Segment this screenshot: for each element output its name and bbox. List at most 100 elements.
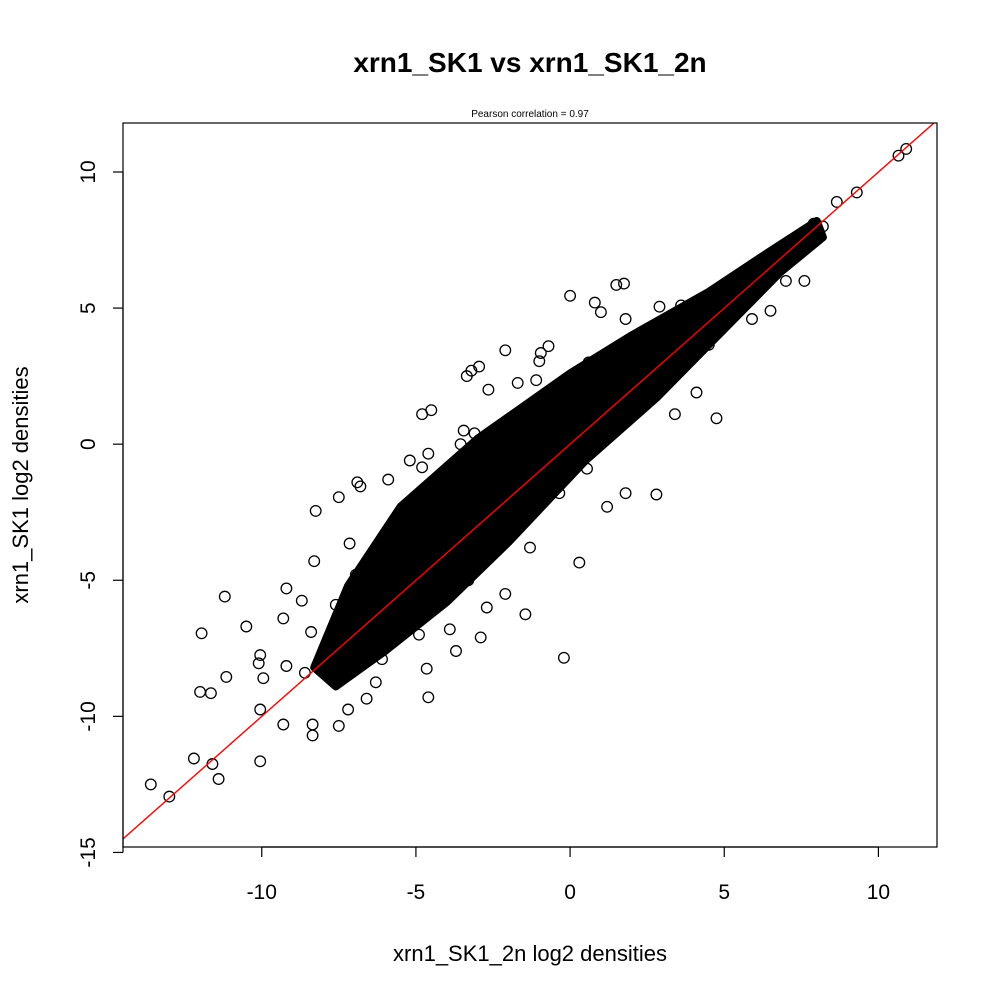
data-point <box>650 488 663 501</box>
data-point <box>254 703 267 716</box>
data-point <box>305 626 318 638</box>
data-point <box>413 628 425 641</box>
data-point <box>798 274 811 287</box>
data-point <box>850 186 863 199</box>
data-point <box>702 338 715 351</box>
data-point <box>343 537 356 550</box>
data-point <box>257 672 270 685</box>
data-point <box>360 692 373 705</box>
data-point <box>195 627 208 640</box>
data-point <box>354 480 367 493</box>
data-point <box>351 476 364 489</box>
dense-point-cloud <box>310 217 827 691</box>
data-point <box>752 269 765 282</box>
data-point <box>306 729 319 742</box>
data-point <box>450 645 462 657</box>
data-point <box>524 541 536 554</box>
data-point <box>422 691 435 704</box>
data-point <box>764 304 777 317</box>
data-point <box>482 383 495 396</box>
data-points <box>144 142 913 803</box>
data-point <box>376 653 388 666</box>
data-point <box>220 670 233 683</box>
data-point <box>727 302 740 315</box>
data-point <box>638 326 651 339</box>
data-point <box>144 778 157 791</box>
data-point <box>369 676 382 689</box>
data-point <box>830 195 843 208</box>
data-point <box>306 718 319 731</box>
data-point <box>163 790 176 803</box>
data-point <box>187 752 200 765</box>
data-point <box>382 473 395 486</box>
data-point <box>553 487 566 500</box>
data-point <box>332 491 345 504</box>
data-point <box>349 568 362 581</box>
data-point <box>397 609 410 622</box>
data-point <box>631 381 644 393</box>
x-tick-label: -10 <box>247 881 277 904</box>
data-point <box>480 601 493 614</box>
data-point <box>588 296 601 309</box>
data-point <box>900 142 913 155</box>
data-point <box>454 438 467 451</box>
data-point <box>542 340 555 353</box>
data-point <box>298 666 311 679</box>
data-point <box>581 462 593 475</box>
data-point <box>610 278 623 291</box>
data-point <box>416 461 429 474</box>
data-point <box>443 623 456 636</box>
data-point <box>473 360 486 373</box>
data-point <box>403 454 416 467</box>
chart-subtitle: Pearson correlation = 0.97 <box>471 109 589 120</box>
data-point <box>619 487 632 500</box>
y-axis-label: xrn1_SK1 log2 densities <box>8 366 33 603</box>
data-point <box>653 300 666 313</box>
data-point <box>710 412 723 425</box>
data-point <box>564 289 577 302</box>
data-point <box>400 532 413 545</box>
data-point <box>746 313 758 325</box>
data-point <box>779 274 792 287</box>
data-point <box>295 594 308 607</box>
data-point <box>218 590 231 603</box>
data-point <box>468 427 481 440</box>
x-tick-label: 0 <box>564 881 576 904</box>
data-point <box>204 687 217 700</box>
y-axis: -15 -10 -5 0 5 10 <box>77 160 124 868</box>
data-point <box>457 424 470 437</box>
chart-title: xrn1_SK1 vs xrn1_SK1_2n <box>353 47 706 78</box>
data-point <box>786 239 799 252</box>
data-point <box>325 665 338 678</box>
x-tick-label: -5 <box>407 881 426 904</box>
y-tick-label: 5 <box>77 302 100 314</box>
data-point <box>619 313 632 325</box>
data-point <box>254 755 267 768</box>
data-point <box>594 306 607 319</box>
x-axis-label: xrn1_SK1_2n log2 densities <box>393 941 667 966</box>
data-point <box>309 504 322 517</box>
data-point <box>332 719 345 732</box>
data-point <box>425 404 438 417</box>
data-point <box>462 574 475 587</box>
data-point <box>601 500 614 513</box>
y-tick-label: 10 <box>77 160 100 183</box>
data-point <box>212 773 225 785</box>
data-point <box>342 703 355 716</box>
y-tick-label: -5 <box>77 571 100 590</box>
y-tick-label: 0 <box>77 438 100 450</box>
data-point <box>329 598 342 611</box>
x-tick-label: 10 <box>867 881 890 904</box>
point-density-cloud <box>310 217 827 691</box>
data-point <box>892 149 905 162</box>
regression-line-group <box>123 123 935 840</box>
data-point <box>499 587 512 600</box>
data-point <box>277 718 290 731</box>
data-point <box>252 657 265 670</box>
data-point <box>254 649 267 662</box>
data-point <box>519 608 532 621</box>
data-point <box>194 685 207 698</box>
x-axis: -10 -5 0 5 10 <box>247 846 890 904</box>
data-point <box>280 660 293 672</box>
